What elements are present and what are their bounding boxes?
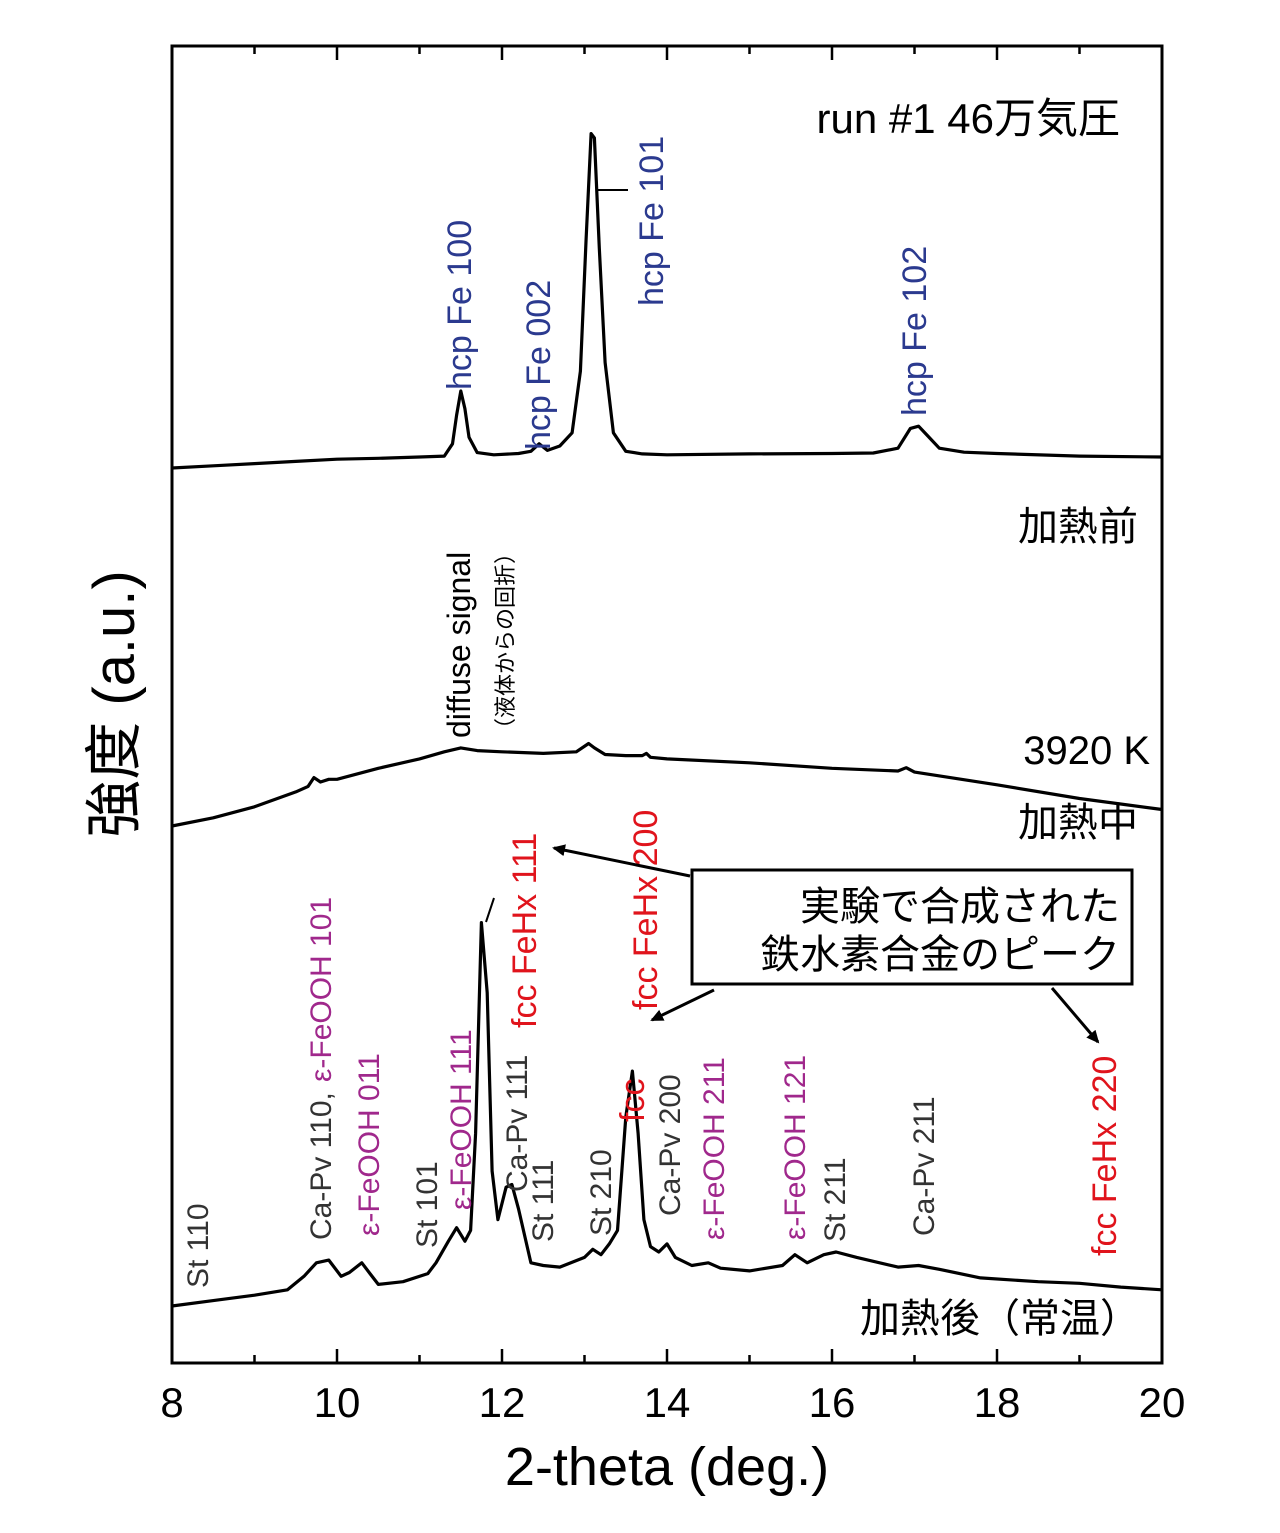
peak-label-fcc-fehx-111: fcc FeHx 111 xyxy=(506,833,544,1028)
annotation-box: 実験で合成された 鉄水素合金のピーク xyxy=(690,868,1134,986)
panel-label-before-heating: 加熱前 xyxy=(1018,505,1138,549)
x-tick-label-10: 10 xyxy=(314,1379,361,1426)
panel-label-temperature: 3920 K xyxy=(1023,729,1150,773)
peak-label-feooh-011: ε-FeOOH 011 xyxy=(353,1053,386,1236)
peak-label-hcp-fe-102: hcp Fe 102 xyxy=(896,246,934,416)
peak-label-fcc-fehx-220: fcc FeHx 220 xyxy=(1086,1056,1124,1256)
peak-label-st-101: St 101 xyxy=(411,1161,444,1248)
peak-label-ca-pv-200: Ca-Pv 200 xyxy=(654,1074,687,1216)
peak-label-fcc: fcc xyxy=(614,1079,652,1122)
arrow-to-fcc-fehx-111 xyxy=(552,844,691,878)
annotation-line-2: 鉄水素合金のピーク xyxy=(760,933,1120,977)
peak-label-st-110: St 110 xyxy=(182,1203,215,1288)
peak-label-liquid-diffraction: （液体からの回折） xyxy=(493,542,518,740)
annotation-line-1: 実験で合成された xyxy=(800,885,1120,929)
peak-label-hcp-fe-002: hcp Fe 002 xyxy=(520,280,558,450)
leader-line-fcc-fehx-111 xyxy=(485,897,495,923)
peak-label-hcp-fe-101: hcp Fe 101 xyxy=(633,136,671,306)
series-line-2 xyxy=(171,741,1163,828)
peak-label-ca-pv-110: Ca-Pv 110, xyxy=(305,1092,338,1240)
x-axis-ticks: 8 10 12 14 16 18 20 xyxy=(160,46,1185,1426)
peak-label-ca-pv-211: Ca-Pv 211 xyxy=(908,1096,941,1236)
series-line-1 xyxy=(171,132,1163,470)
x-tick-label-12: 12 xyxy=(479,1379,526,1426)
annotation-box-frame xyxy=(690,868,1134,986)
arrow-to-fcc-fehx-220 xyxy=(1050,987,1100,1044)
peak-label-feooh-211: ε-FeOOH 211 xyxy=(698,1057,731,1240)
x-axis-label: 2-theta (deg.) xyxy=(505,1437,829,1497)
y-axis-label: 強度 (a.u.) xyxy=(82,570,147,838)
peak-label-hcp-fe-100: hcp Fe 100 xyxy=(441,220,479,390)
peak-labels: hcp Fe 100 hcp Fe 002 hcp Fe 101 hcp Fe … xyxy=(182,136,1124,1288)
peak-label-st-210: St 210 xyxy=(585,1149,618,1236)
peak-label-ca-pv-111: Ca-Pv 111 xyxy=(501,1055,534,1192)
peak-label-fcc-fehx-200: fcc FeHx 200 xyxy=(627,810,665,1010)
x-tick-label-14: 14 xyxy=(644,1379,691,1426)
x-tick-label-20: 20 xyxy=(1139,1379,1186,1426)
peak-label-st-111: St 111 xyxy=(527,1160,560,1242)
x-tick-label-8: 8 xyxy=(160,1379,183,1426)
series-layer xyxy=(171,132,1163,1308)
arrow-to-fcc-fehx-200 xyxy=(650,988,715,1022)
peak-label-feooh-101: ε-FeOOH 101 xyxy=(305,897,338,1082)
peak-label-diffuse-signal: diffuse signal xyxy=(441,552,477,738)
peak-label-feooh-121: ε-FeOOH 121 xyxy=(779,1055,812,1240)
peak-label-st-211: St 211 xyxy=(819,1157,852,1242)
panel-label-after-heating: 加熱後（常温） xyxy=(860,1297,1140,1341)
peak-label-feooh-111: ε-FeOOH 111 xyxy=(445,1029,478,1210)
panel-label-during-heating: 加熱中 xyxy=(1018,801,1138,845)
series-line-3 xyxy=(171,921,1163,1308)
x-tick-label-16: 16 xyxy=(809,1379,856,1426)
chart-title: run #1 46万気圧 xyxy=(817,95,1120,142)
x-tick-label-18: 18 xyxy=(974,1379,1021,1426)
